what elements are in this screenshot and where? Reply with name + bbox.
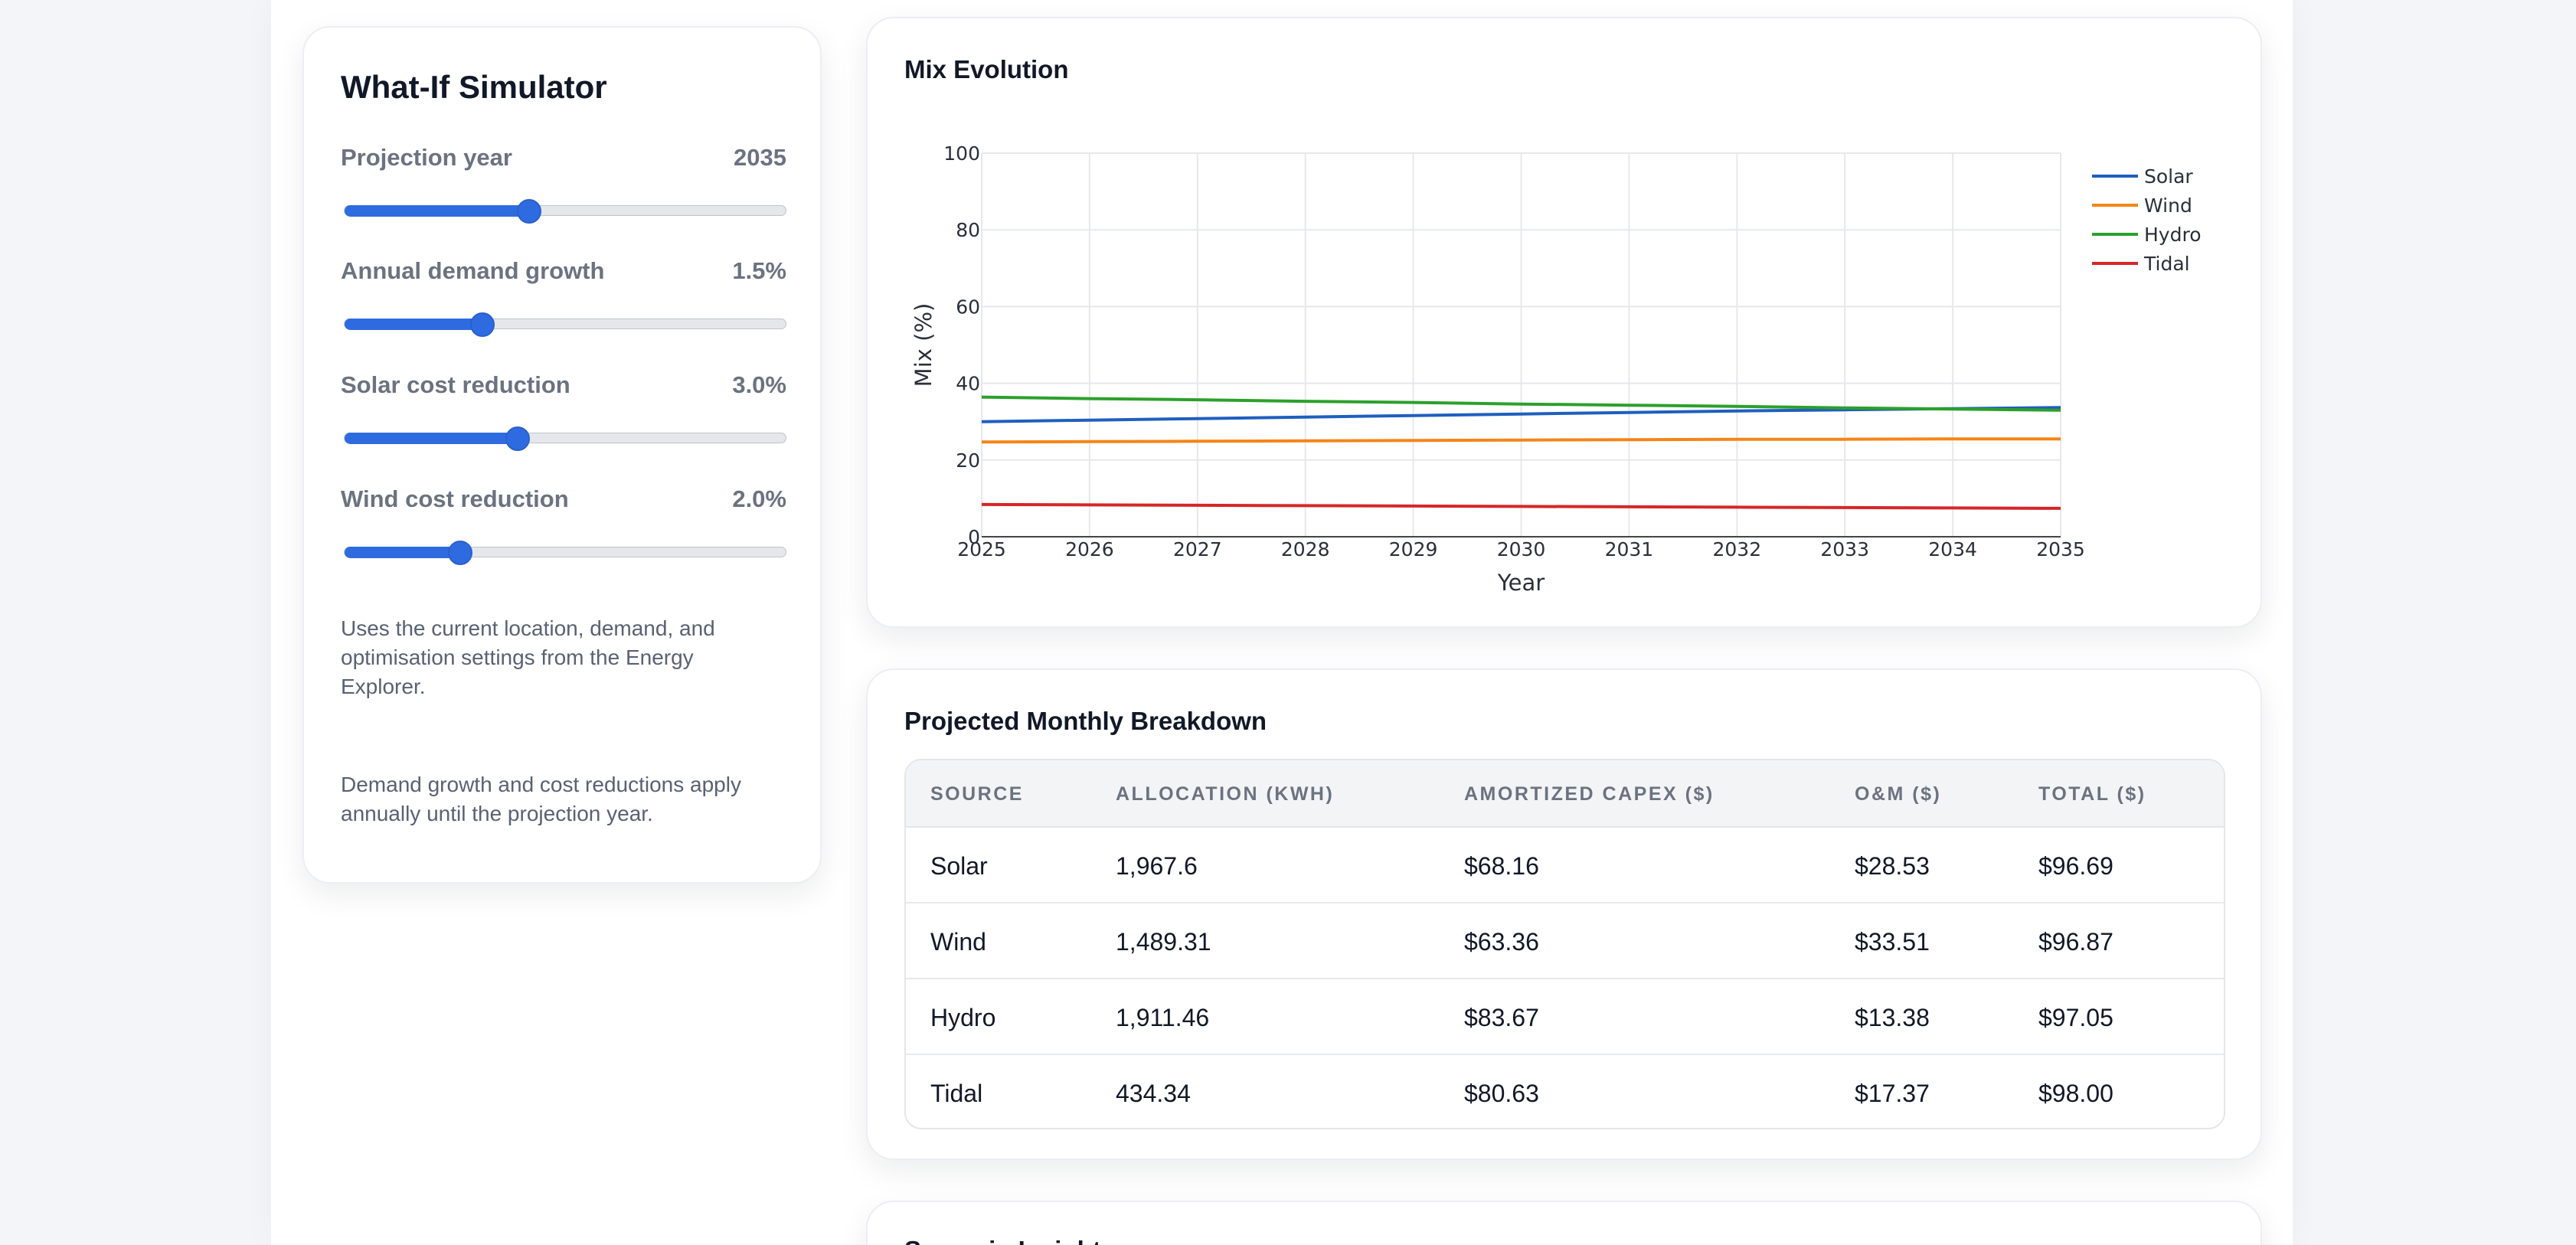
y-tick-label: 0 [968,526,980,548]
simulator-note-growth: Demand growth and cost reductions apply … [341,773,741,825]
wind-cost-reduction-label: Wind cost reduction [341,485,569,512]
y-tick-label: 80 [956,219,980,241]
simulator-note-settings: Uses the current location, demand, and o… [341,616,715,698]
x-tick-label: 2030 [1497,538,1546,560]
x-tick-label: 2028 [1281,538,1330,560]
demand-growth-value: 1.5% [732,257,786,284]
x-tick-label: 2025 [957,538,1006,560]
cell-total: $96.69 [2038,852,2113,880]
cell-source: Tidal [930,1080,983,1107]
cell-om: $13.38 [1855,1004,1930,1031]
monthly-breakdown-card: Projected Monthly Breakdown SOURCE ALLOC… [866,668,2262,1160]
x-tick-label: 2029 [1389,538,1438,560]
cell-total: $98.00 [2038,1080,2113,1107]
cell-source: Hydro [930,1004,996,1031]
legend-label-hydro: Hydro [2144,224,2202,246]
column-header-om: O&M ($) [1855,783,1942,805]
column-header-allocation: ALLOCATION (KWH) [1116,783,1335,805]
legend-label-solar: Solar [2144,165,2193,188]
series-line-tidal [981,502,2061,510]
column-header-total: TOTAL ($) [2038,783,2146,805]
breakdown-table: SOURCE ALLOCATION (KWH) AMORTIZED CAPEX … [904,759,2225,1129]
x-tick-label: 2031 [1605,538,1654,560]
solar-cost-reduction-label: Solar cost reduction [341,371,570,398]
x-tick-label: 2033 [1820,538,1869,560]
cell-capex: $80.63 [1464,1080,1539,1107]
solar-cost-reduction-control: Solar cost reduction 3.0% [341,371,786,451]
cell-total: $96.87 [2038,928,2113,956]
what-if-simulator-card: What-If Simulator Projection year 2035 A… [302,26,822,884]
scenario-insights-title: Scenario Insights [904,1236,1115,1245]
table-row: Wind 1,489.31 $63.36 $33.51 $96.87 [906,904,2224,979]
y-tick-label: 60 [956,296,980,318]
cell-total: $97.05 [2038,1004,2113,1031]
legend-label-tidal: Tidal [2143,253,2190,275]
slider-fill [345,318,482,330]
legend-label-wind: Wind [2144,194,2192,217]
cell-capex: $83.67 [1464,1004,1539,1031]
column-header-source: SOURCE [930,783,1024,805]
projection-year-control: Projection year 2035 [341,144,786,224]
demand-growth-control: Annual demand growth 1.5% [341,257,786,337]
projection-year-label: Projection year [341,144,512,171]
x-tick-label: 2035 [2036,538,2085,560]
projection-year-value: 2035 [734,144,786,171]
column-header-capex: AMORTIZED CAPEX ($) [1464,783,1715,805]
cell-allocation: 1,967.6 [1116,852,1198,880]
y-axis-title: Mix (%) [910,303,937,387]
mix-evolution-title: Mix Evolution [904,55,1069,83]
x-tick-label: 2026 [1065,538,1114,560]
solar-cost-reduction-slider[interactable] [344,426,786,451]
table-header-row: SOURCE ALLOCATION (KWH) AMORTIZED CAPEX … [906,760,2224,828]
solar-cost-reduction-value: 3.0% [732,371,786,398]
table-row: Tidal 434.34 $80.63 $17.37 $98.00 [906,1055,2224,1128]
x-axis-title: Year [1497,570,1545,596]
slider-fill [345,204,529,217]
x-tick-label: 2032 [1712,538,1761,560]
x-tick-label: 2027 [1173,538,1222,560]
y-tick-label: 20 [956,449,980,472]
cell-source: Wind [930,928,986,956]
cell-om: $28.53 [1855,852,1930,880]
breakdown-title: Projected Monthly Breakdown [904,707,1267,735]
cell-allocation: 1,489.31 [1116,928,1211,956]
x-tick-label: 2034 [1928,538,1977,560]
wind-cost-reduction-slider[interactable] [344,541,786,565]
y-tick-label: 40 [956,373,980,395]
mix-evolution-chart: 0 20 40 60 80 100 2025 2026 2027 2028 2029 2030 2031… [910,142,2202,596]
simulator-title: What-If Simulator [341,69,607,105]
table-row: Hydro 1,911.46 $83.67 $13.38 $97.05 [906,979,2224,1055]
projection-year-slider[interactable] [344,199,786,224]
slider-fill [345,432,518,444]
slider-thumb[interactable] [505,426,531,451]
scenario-insights-card: Scenario Insights [866,1201,2262,1245]
slider-thumb[interactable] [516,199,541,224]
cell-om: $33.51 [1855,928,1930,956]
slider-thumb[interactable] [469,312,495,337]
y-tick-label: 100 [943,142,980,165]
cell-allocation: 434.34 [1116,1080,1191,1107]
slider-thumb[interactable] [448,541,473,565]
series-line-hydro [981,395,2061,412]
demand-growth-slider[interactable] [344,312,786,337]
cell-capex: $68.16 [1464,852,1539,880]
table-row: Solar 1,967.6 $68.16 $28.53 $96.69 [906,828,2224,904]
series-line-wind [981,437,2061,444]
wind-cost-reduction-value: 2.0% [732,485,786,512]
cell-source: Solar [930,852,988,880]
cell-om: $17.37 [1855,1080,1930,1107]
demand-growth-label: Annual demand growth [341,257,605,284]
wind-cost-reduction-control: Wind cost reduction 2.0% [341,485,786,565]
cell-allocation: 1,911.46 [1116,1004,1210,1031]
cell-capex: $63.36 [1464,928,1539,956]
slider-fill [345,546,461,558]
mix-evolution-card: Mix Evolution 0 20 40 60 80 100 2025 2026 2027 20… [866,17,2262,628]
